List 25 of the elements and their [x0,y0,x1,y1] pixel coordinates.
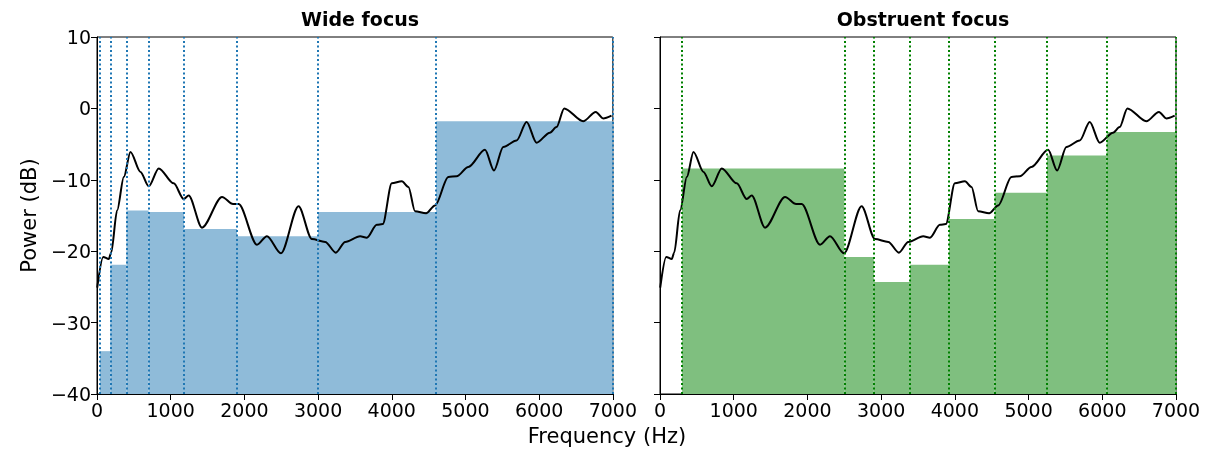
x-tick-label: 4000 [930,398,980,421]
y-tick-label: −10 [50,168,91,191]
x-tick-label: 0 [653,398,667,421]
y-tick-label: −20 [50,240,91,263]
x-tick-label: 2000 [783,398,832,421]
y-tick-label: 0 [78,97,91,120]
y-tick-label: 10 [66,26,91,48]
x-tick-label: 6000 [1078,398,1127,421]
x-tick-label: 5000 [441,398,490,421]
y-tick-label: −40 [50,383,91,405]
x-tick-label: 7000 [1151,398,1201,421]
x-tick-label: 3000 [856,398,906,421]
y-axis-title: Power (dB) [16,158,41,273]
x-tick-label: 1000 [146,398,195,421]
x-axis-title: Frequency (Hz) [526,424,688,448]
chart-title: Obstruent focus [836,7,1010,30]
chart-title: Wide focus [301,7,419,30]
x-tick-label: 6000 [514,398,564,421]
x-tick-label: 4000 [367,398,416,421]
y-tick-label: −30 [50,311,91,334]
x-tick-label: 5000 [1004,398,1053,421]
x-tick-label: 2000 [220,398,269,421]
x-tick-label: 3000 [293,398,343,421]
x-tick-label: 7000 [588,398,637,421]
x-tick-label: 1000 [709,398,758,421]
